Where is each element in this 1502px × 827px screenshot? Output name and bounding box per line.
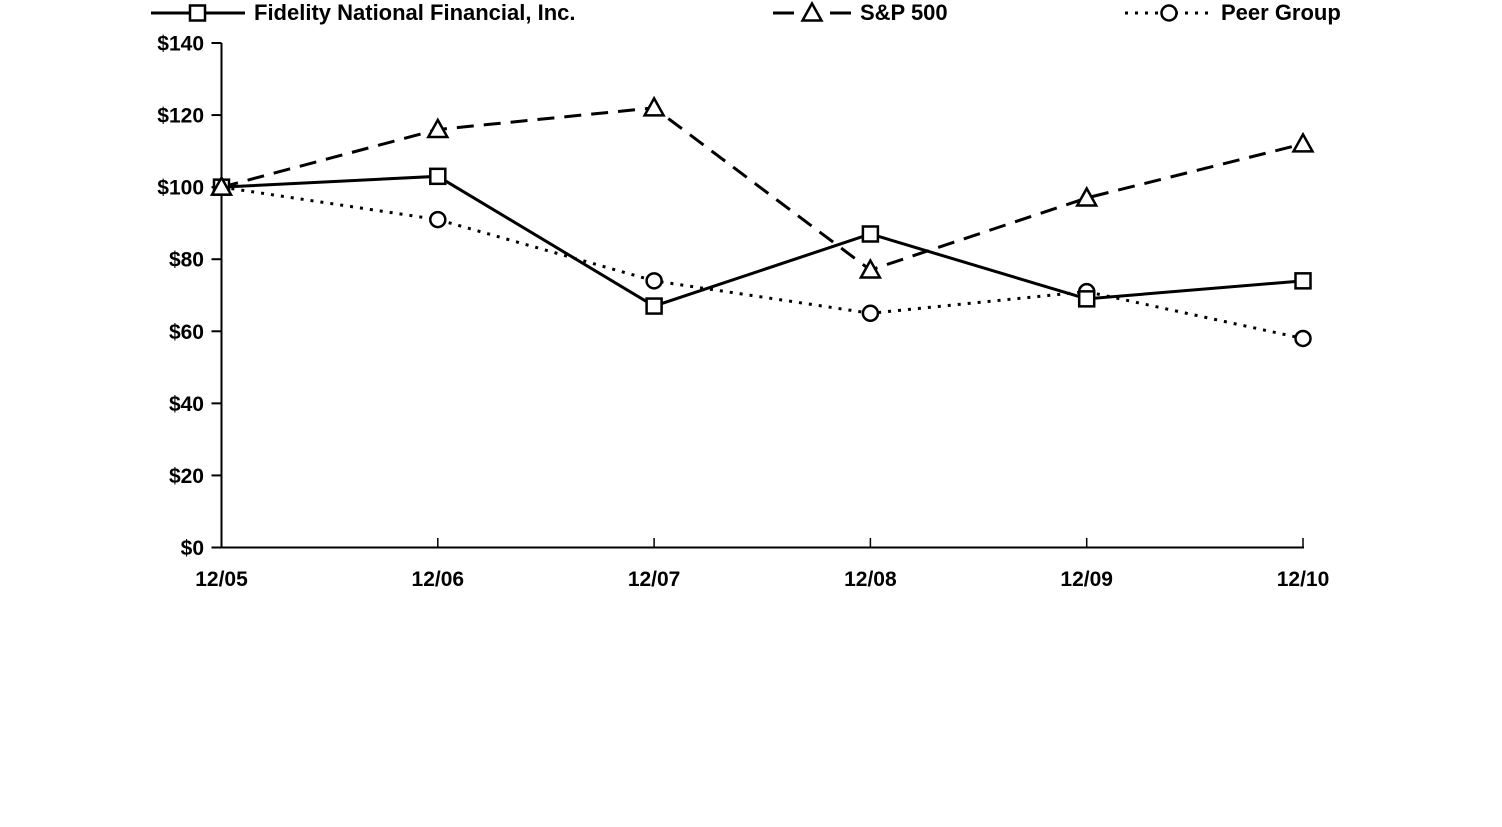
legend-label: Peer Group — [1221, 0, 1341, 25]
y-tick-label: $140 — [157, 33, 204, 56]
legend-label: S&P 500 — [860, 0, 948, 25]
legend-circle-dotted-line-icon — [1125, 4, 1213, 22]
legend-square-solid-line-icon — [151, 4, 245, 22]
marker-triangle-icon — [1291, 131, 1315, 153]
y-tick-label: $80 — [169, 249, 204, 272]
marker-circle-icon — [1294, 329, 1312, 348]
series-line-fidelity-national-financial-inc — [221, 174, 1304, 308]
marker-square-icon — [1294, 272, 1312, 290]
marker-square-icon — [645, 297, 663, 315]
marker-triangle-icon — [209, 175, 234, 196]
marker-triangle-icon — [426, 117, 450, 139]
legend-triangle-dashed-line-icon — [773, 1, 851, 22]
marker-square-icon — [1077, 290, 1096, 308]
legend-item-fidelity-national-financial-inc: Fidelity National Financial, Inc. — [150, 0, 576, 26]
marker-triangle-icon — [1075, 185, 1099, 207]
marker-circle-icon — [429, 210, 447, 229]
x-tick-label: 12/07 — [628, 568, 681, 591]
y-tick-label: $100 — [157, 177, 204, 200]
y-tick-label: $60 — [169, 321, 204, 344]
y-tick-label: $40 — [169, 393, 204, 416]
legend-label: Fidelity National Financial, Inc. — [254, 0, 576, 25]
legend-item-peer-group: Peer Group — [1125, 0, 1341, 26]
series-line-peer-group — [221, 185, 1304, 340]
legend-item-s-p-500: S&P 500 — [772, 0, 948, 26]
x-tick-label: 12/06 — [412, 568, 465, 591]
x-tick-label: 12/09 — [1060, 568, 1113, 591]
x-tick-label: 12/08 — [844, 568, 897, 591]
performance-line-chart: $0 $20 $40 $60 $80 $100 $120 $140 12/05 12/06 12/0… — [157, 33, 1330, 592]
chart-legend: Fidelity National Financial, Inc. S&P 500… — [0, 0, 1502, 28]
x-tick-label: 12/05 — [195, 568, 248, 591]
marker-circle-icon — [861, 304, 880, 323]
y-tick-label: $20 — [169, 465, 204, 488]
marker-square-icon — [429, 167, 447, 186]
marker-square-icon — [861, 225, 880, 243]
x-tick-label: 12/10 — [1277, 568, 1330, 591]
y-tick-label: $0 — [181, 537, 204, 560]
marker-triangle-icon — [858, 257, 883, 279]
series-line-s-p-500 — [221, 106, 1304, 272]
marker-triangle-icon — [642, 95, 666, 117]
y-tick-label: $120 — [157, 105, 204, 128]
marker-circle-icon — [645, 272, 663, 290]
